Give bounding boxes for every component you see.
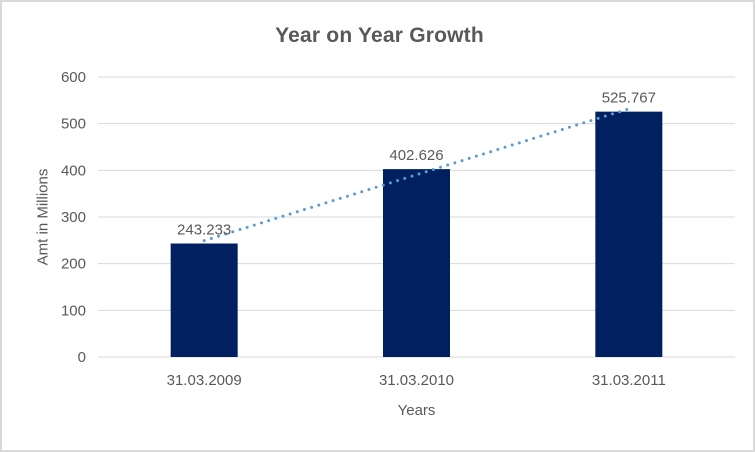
bar — [170, 243, 238, 357]
trendline — [202, 107, 631, 243]
y-tick-label: 100 — [61, 302, 86, 319]
x-category-label: 31.03.2009 — [167, 372, 242, 389]
y-tick-label: 400 — [61, 162, 86, 179]
y-tick-label: 200 — [61, 256, 86, 273]
y-tick-label: 300 — [61, 209, 86, 226]
x-axis-title: Years — [397, 402, 436, 419]
y-tick-label: 0 — [78, 349, 86, 366]
data-label: 525.767 — [602, 90, 656, 107]
chart-title: Year on Year Growth — [275, 24, 484, 47]
bar — [595, 111, 663, 358]
x-category-label: 31.03.2010 — [379, 372, 454, 389]
y-tick-label: 600 — [61, 69, 86, 86]
data-label: 243.233 — [177, 221, 231, 238]
y-tick-label: 500 — [61, 116, 86, 133]
y-axis-title: Amt in Millions — [34, 168, 52, 266]
bar — [383, 169, 450, 357]
x-category-label: 31.03.2011 — [592, 372, 666, 389]
data-label: 402.626 — [389, 147, 443, 164]
